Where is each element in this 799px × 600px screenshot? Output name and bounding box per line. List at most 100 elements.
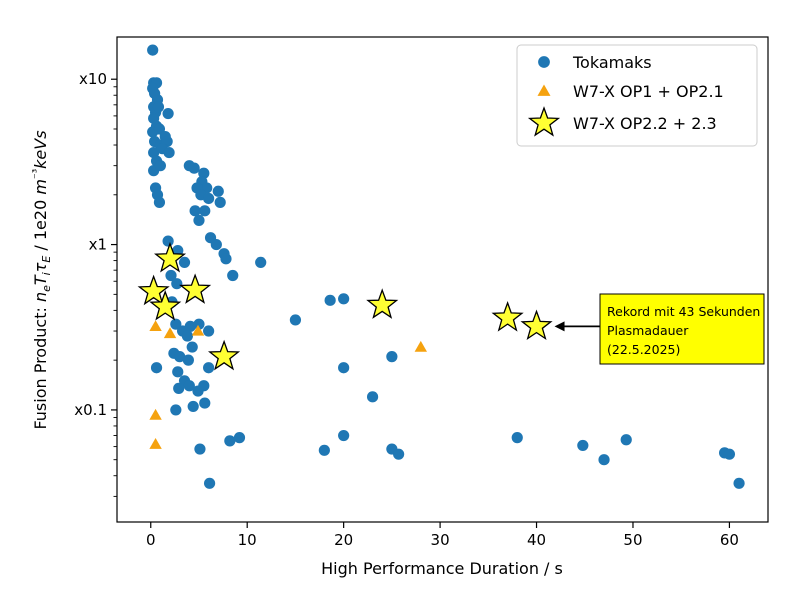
x-tick-label: 60 [720,531,739,549]
tokamak-point [181,330,194,342]
tokamak-point [152,101,165,113]
w7x-op1-point [149,320,162,332]
tokamak-point [162,235,174,247]
w7x-op22-star [366,288,399,319]
tokamak-point [189,205,201,217]
w7x-op22-star [137,274,170,306]
tokamak-point [199,397,211,409]
tokamak-point [324,294,336,306]
legend-marker-2 [537,84,551,96]
w7x-op22-star [520,309,553,341]
w7x-op22-star [208,339,241,371]
w7x-op22-star [179,273,212,304]
tokamak-point [171,278,183,290]
tokamak-point [154,160,166,172]
legend-marker-1 [538,56,550,68]
legend: Tokamaks W7-X OP1 + OP2.1 W7-X OP2.2 + 2.3 [516,44,758,147]
tokamak-point [193,318,205,330]
x-axis-ticks: 0 10 20 30 40 50 60 [146,522,739,549]
tokamak-point [220,253,232,265]
annotation-line-3: (22.5.2025) [607,342,680,357]
tokamak-point [224,435,236,447]
w7x-op1-point [414,340,427,352]
tokamak-point [150,362,163,374]
tokamak-point [198,167,210,179]
w7x-op1-point [191,324,205,336]
tokamak-point [199,205,211,217]
x-tick-label: 40 [527,531,546,549]
y-axis-label: Fusion Product: neTiτE / 1e20 m⁻³keVs [30,130,53,429]
tokamak-point [183,380,195,392]
tokamak-point [393,448,405,460]
tokamak-point [255,256,267,269]
tokamak-point [194,443,206,455]
w7x-op1-point [149,438,162,449]
tokamak-point [214,196,226,208]
tokamak-point [227,269,239,282]
legend-marker-3 [527,106,561,137]
tokamak-point [318,444,330,456]
tokamak-point [165,269,177,282]
w7x-op1-point [149,408,162,420]
tokamak-point [186,341,198,353]
y-axis-ticks: x10 x1 x0.1 [74,70,117,497]
legend-label-2: W7-X OP1 + OP2.1 [573,82,724,101]
tokamak-point [178,256,191,269]
tokamak-point [162,107,174,120]
tokamak-point [173,382,185,394]
w7x-op22-star [149,290,182,321]
tokamak-point [338,362,350,374]
tokamak-point [147,44,159,56]
tokamak-point [210,238,222,251]
tokamak-point [733,477,745,489]
legend-box [516,44,758,147]
tokamak-point [203,477,216,489]
w7x-op22-star [491,300,524,332]
x-tick-label: 20 [334,531,353,549]
tokamak-point [148,146,160,159]
data-points [137,44,745,489]
tokamak-point [203,325,215,337]
tokamak-point [511,432,523,444]
x-tick-label: 0 [146,531,156,549]
tokamak-point [598,454,610,466]
y-tick-label: x1 [89,236,107,254]
annotation-line-2: Plasmadauer [607,323,689,338]
legend-label-1: Tokamaks [572,53,652,72]
tokamak-point [153,123,166,135]
x-tick-label: 30 [431,531,450,549]
tokamak-point [203,362,215,374]
tokamak-point [193,214,205,227]
tokamak-point [338,429,350,442]
tokamak-point [386,351,398,363]
x-tick-label: 10 [238,531,257,549]
tokamak-point [182,354,194,366]
tokamak-point [163,146,175,159]
tokamak-point [172,366,184,378]
tokamak-point [289,314,302,326]
annotation-box [599,293,765,365]
y-tick-label: x0.1 [74,401,107,419]
x-tick-label: 50 [623,531,642,549]
legend-label-3: W7-X OP2.2 + 2.3 [573,114,717,133]
annotation: Rekord mit 43 Sekunden Plasmadauer (22.5… [554,293,765,365]
tokamak-point [184,320,196,332]
tokamak-point [620,434,632,446]
annotation-line-1: Rekord mit 43 Sekunden [607,304,760,319]
tokamak-point [577,439,589,452]
tokamak-point [170,404,182,416]
tokamak-point [203,192,215,205]
tokamak-point [212,185,224,197]
w7x-op22-star [154,241,187,273]
tokamak-point [192,385,204,397]
tokamak-point [174,351,186,363]
annotation-arrow-head [554,321,565,332]
tokamak-point [187,400,199,413]
tokamak-point [188,162,200,174]
tokamak-point [153,196,166,208]
x-axis-label: High Performance Duration / s [321,559,563,578]
y-tick-label: x10 [79,70,107,88]
tokamak-point [233,432,246,444]
tokamak-point [366,391,379,403]
